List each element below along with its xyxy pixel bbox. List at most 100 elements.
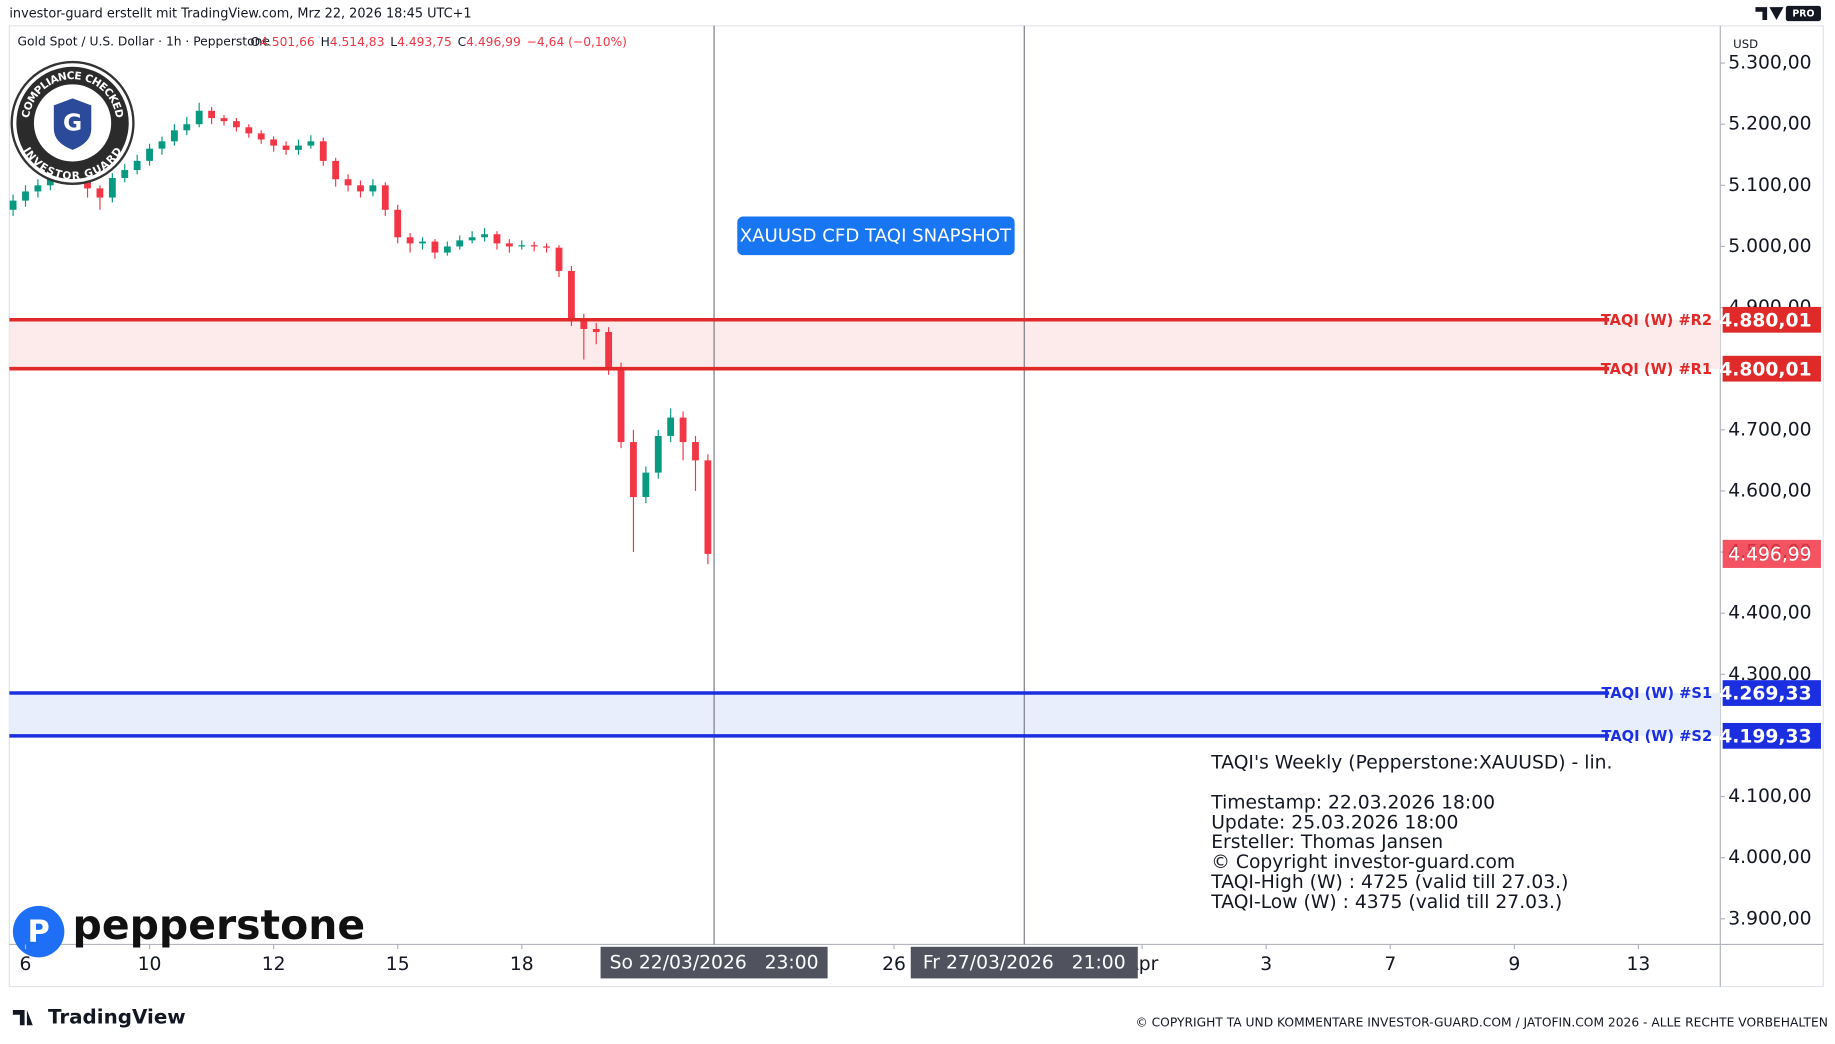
y-tick-label: 4.600,00 <box>1728 480 1811 501</box>
broker-icon-letter: P <box>27 914 49 949</box>
candle-body <box>332 160 340 180</box>
candle-body <box>158 141 166 149</box>
y-tick-label: 4.400,00 <box>1728 603 1811 624</box>
candle-body <box>468 237 476 241</box>
candle-body <box>580 319 588 329</box>
candle-body <box>481 234 488 238</box>
info-title: TAQI's Weekly (Pepperstone:XAUUSD) - lin… <box>1210 753 1612 774</box>
y-tick-label: 4.100,00 <box>1728 786 1811 807</box>
ohlc-value: 4.501,66 <box>260 35 315 49</box>
badge-shield <box>53 98 92 150</box>
platform-logo: TradingView <box>12 1006 186 1029</box>
candle-body <box>592 328 600 333</box>
candle-body <box>170 130 178 142</box>
info-line: TAQI-Low (W) : 4375 (valid till 27.03.) <box>1210 892 1562 913</box>
level-name: TAQI (W) #R2 <box>1601 312 1712 329</box>
x-tick-label: 10 <box>138 954 162 975</box>
badge: COMPLIANCE CHECKED INVESTOR GUARD G <box>10 60 135 185</box>
level-price-box <box>1722 680 1821 706</box>
ohlc-key: L <box>390 35 397 49</box>
candle-body <box>121 170 129 178</box>
candle-body <box>667 417 675 436</box>
pro-text: PRO <box>1792 9 1814 20</box>
x-tick-label: 15 <box>386 954 410 975</box>
level-price-box <box>1722 355 1821 382</box>
candle-body <box>108 177 116 198</box>
candle-body <box>704 460 712 554</box>
candle-body <box>530 245 538 247</box>
info-line: Ersteller: Thomas Jansen <box>1211 832 1443 853</box>
candle-body <box>505 243 513 247</box>
level-price-label: 4.880,01 <box>1719 310 1811 331</box>
x-tick-label: 26 <box>882 954 906 975</box>
level-price-box <box>1722 722 1821 749</box>
ohlc-key: O <box>250 35 260 49</box>
candle-body <box>183 124 191 131</box>
level-name: TAQI (W) #R1 <box>1601 361 1712 378</box>
broker-name: pepperstone <box>73 901 366 949</box>
candle-body <box>443 246 451 253</box>
level-zone <box>9 319 1721 369</box>
info-line: Update: 25.03.2026 18:00 <box>1211 812 1458 833</box>
symbol: Gold Spot / U.S. Dollar · 1h · Peppersto… <box>18 35 270 49</box>
candle-body <box>307 141 315 146</box>
ohlc-value: 4.496,99 <box>466 35 521 49</box>
currency: USD <box>1733 37 1758 51</box>
cursor-label-box <box>600 946 828 979</box>
annotation: XAUUSD CFD TAQI SNAPSHOT <box>740 225 1012 246</box>
badge-letter: G <box>63 109 82 137</box>
annotation-box <box>737 216 1015 256</box>
ohlc-key: C <box>458 35 467 49</box>
x-tick-label: 13 <box>1627 954 1651 975</box>
candle-body <box>369 185 377 192</box>
candle-body <box>357 185 364 192</box>
candle-body <box>344 179 352 186</box>
candle-body <box>642 472 650 498</box>
info-line: © Copyright investor-guard.com <box>1211 852 1515 873</box>
tv-logo-mark <box>12 1010 33 1026</box>
level-price-label: 4.269,33 <box>1719 684 1811 705</box>
candle-body <box>431 241 439 253</box>
candle-body <box>381 185 389 210</box>
candle-body <box>654 435 662 473</box>
zones <box>9 319 1721 736</box>
ohlc-value: 4.493,75 <box>397 35 452 49</box>
x-tick-label: 12 <box>262 954 286 975</box>
last-price-box <box>1722 539 1821 568</box>
candle-body <box>208 110 216 119</box>
y-tick-label: 4.700,00 <box>1728 419 1811 440</box>
y-tick-label: 5.100,00 <box>1728 175 1811 196</box>
level-name: TAQI (W) #S2 <box>1602 728 1713 745</box>
candle-body <box>518 245 526 247</box>
y-tick-label: 5.000,00 <box>1728 236 1811 257</box>
candle-body <box>419 241 426 244</box>
info-line: TAQI-High (W) : 4725 (valid till 27.03.) <box>1210 872 1568 893</box>
candle-body <box>617 368 625 443</box>
candle-body <box>133 160 141 171</box>
tv-mark <box>1755 7 1784 20</box>
candle-body <box>679 417 687 443</box>
header: investor-guard erstellt mit TradingView.… <box>9 7 471 22</box>
candle-body <box>257 133 265 140</box>
level-price-label: 4.800,01 <box>1719 359 1811 380</box>
x-tick-label: 3 <box>1260 954 1272 975</box>
ohlc-key: H <box>321 35 330 49</box>
candle-body <box>493 234 501 244</box>
candle-body <box>22 191 29 201</box>
candle-body <box>394 209 402 238</box>
candle-body <box>220 118 228 122</box>
level-price-label: 4.199,33 <box>1719 727 1811 748</box>
candle-body <box>319 141 327 161</box>
candle-body <box>406 237 414 244</box>
cursor-label-box <box>910 946 1138 979</box>
last-price-label: 4.496,99 <box>1728 545 1811 566</box>
candle-body <box>567 270 575 320</box>
candle-body <box>692 442 699 461</box>
candle-body <box>195 110 203 125</box>
level-name: TAQI (W) #S1 <box>1602 685 1713 702</box>
candle-body <box>630 442 637 498</box>
y-tick-label: 4.300,00 <box>1728 664 1811 685</box>
candle-body <box>34 185 42 192</box>
y-tick-label: 4.000,00 <box>1728 847 1811 868</box>
info-line: Timestamp: 22.03.2026 18:00 <box>1210 792 1495 813</box>
